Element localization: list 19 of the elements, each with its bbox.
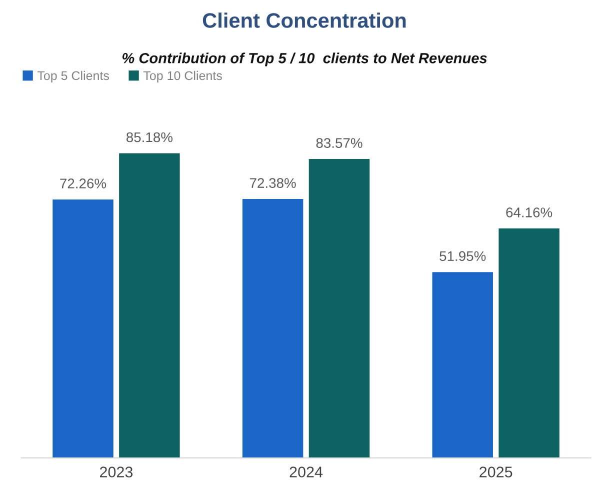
bar [308,159,370,458]
data-label: 64.16% [506,208,552,218]
data-label: 51.95% [440,251,486,262]
legend-label: Top 10 Clients [143,70,222,83]
x-tick-label: 2024 [290,466,323,478]
legend-label: Top 5 Clients [37,70,109,83]
data-label: 85.18% [126,132,172,142]
bar [119,153,180,458]
chart-subtitle: % Contribution of Top 5 / 10 clients to Net Revenues [122,52,487,66]
bar [498,228,560,458]
bar [52,199,114,458]
x-tick-label: 2023 [100,466,133,478]
bar [242,199,304,458]
data-label: 72.26% [60,178,106,188]
bar [432,272,493,458]
chart-title: Client Concentration [202,12,406,28]
data-label: 83.57% [316,138,362,148]
x-tick-label: 2025 [480,466,512,478]
data-label: 72.38% [250,178,296,188]
